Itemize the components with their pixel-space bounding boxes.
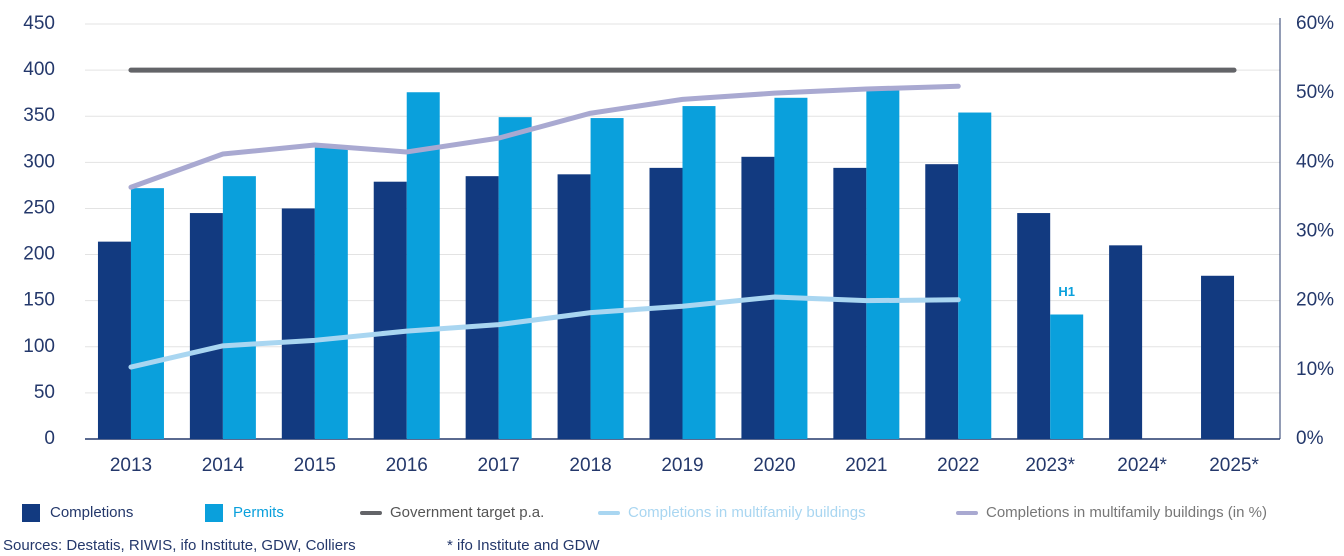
legend-label: Completions	[50, 504, 133, 521]
bar	[557, 174, 591, 440]
y-tick-label: 100	[23, 336, 55, 357]
bar	[1017, 213, 1051, 439]
legend-label: Government target p.a.	[390, 504, 544, 521]
source-note: Sources: Destatis, RIWIS, ifo Institute,…	[3, 537, 356, 554]
x-tick-label: 2017	[478, 455, 520, 476]
x-tick-label: 2018	[569, 455, 611, 476]
y2-tick-label: 0%	[1296, 428, 1324, 449]
x-tick-label: 2021	[845, 455, 887, 476]
y-tick-label: 200	[23, 244, 55, 265]
y-tick-label: 450	[23, 13, 55, 34]
x-tick-label: 2025*	[1209, 455, 1259, 476]
bar	[866, 87, 900, 439]
y-tick-label: 0	[44, 428, 55, 449]
legend-label: Completions in multifamily buildings	[628, 504, 866, 521]
bar	[281, 208, 315, 439]
legend-swatch	[205, 504, 223, 522]
bar	[373, 181, 407, 439]
y2-tick-label: 60%	[1296, 13, 1334, 34]
bar	[314, 147, 348, 440]
y2-tick-label: 40%	[1296, 151, 1334, 172]
x-tick-label: 2015	[294, 455, 336, 476]
bar	[774, 97, 808, 440]
bar	[682, 106, 716, 440]
bar	[1201, 275, 1235, 439]
bar	[1109, 245, 1143, 439]
x-tick-label: 2019	[661, 455, 703, 476]
y-tick-label: 50	[34, 382, 55, 403]
x-tick-label: 2022	[937, 455, 979, 476]
line-series	[128, 294, 961, 370]
bar	[649, 167, 683, 439]
source-note: * ifo Institute and GDW	[447, 537, 600, 554]
bar	[406, 92, 440, 439]
y2-tick-label: 20%	[1296, 290, 1334, 311]
y-tick-label: 400	[23, 59, 55, 80]
legend-swatch	[22, 504, 40, 522]
y-tick-label: 300	[23, 151, 55, 172]
y-tick-label: 350	[23, 105, 55, 126]
x-tick-label: 2016	[386, 455, 428, 476]
legend-label: Completions in multifamily buildings (in…	[986, 504, 1267, 521]
x-tick-label: 2024*	[1117, 455, 1167, 476]
y-tick-label: 150	[23, 290, 55, 311]
bar	[130, 188, 164, 439]
annotation: H1	[1058, 284, 1075, 299]
x-tick-label: 2020	[753, 455, 795, 476]
bar	[590, 118, 624, 440]
bar	[958, 112, 992, 440]
y2-tick-label: 10%	[1296, 359, 1334, 380]
bar	[1050, 314, 1084, 439]
x-tick-label: 2023*	[1025, 455, 1075, 476]
x-tick-label: 2013	[110, 455, 152, 476]
bar	[222, 176, 256, 439]
bar	[498, 117, 532, 440]
y2-tick-label: 30%	[1296, 221, 1334, 242]
line-series	[128, 83, 961, 190]
bar	[465, 176, 499, 439]
bar	[97, 241, 131, 439]
bar	[189, 213, 223, 439]
legend-label: Permits	[233, 504, 284, 521]
bar	[833, 167, 867, 439]
x-tick-label: 2014	[202, 455, 245, 476]
y-tick-label: 250	[23, 197, 55, 218]
y2-tick-label: 50%	[1296, 82, 1334, 103]
